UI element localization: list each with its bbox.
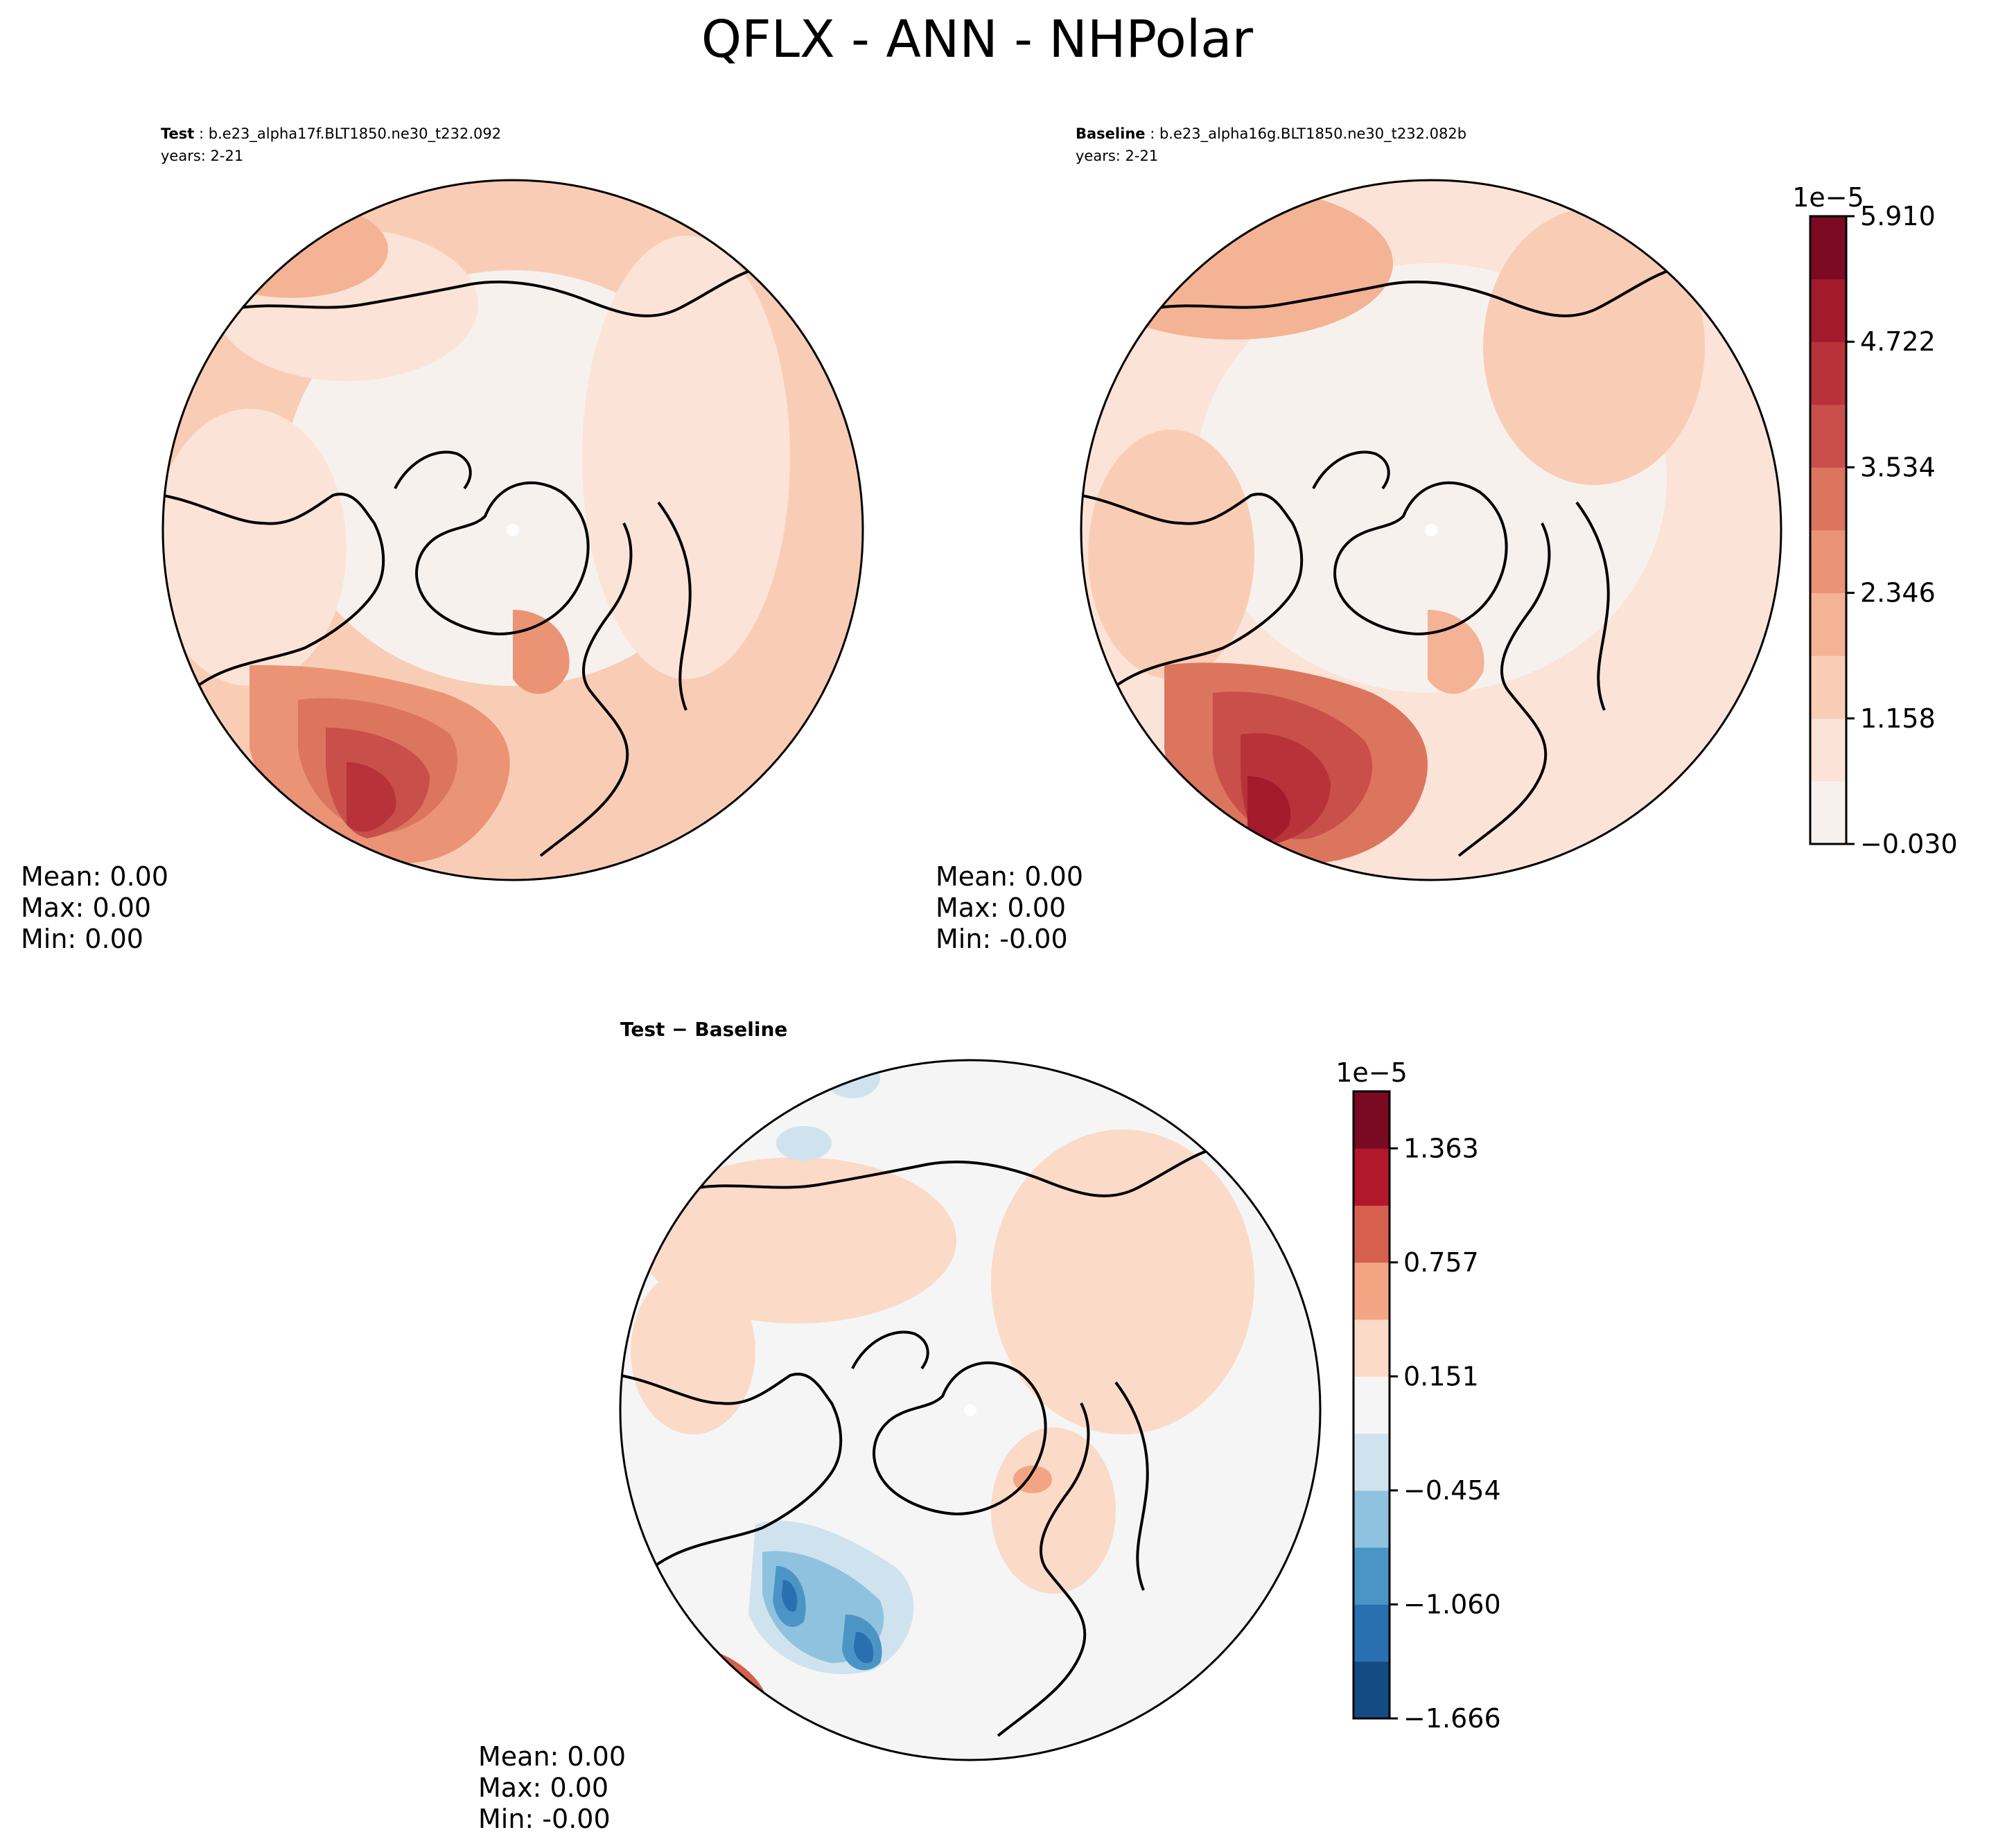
- colorbar-diff-swatch-7: [1353, 1262, 1390, 1320]
- colorbar-diff-swatch-6: [1353, 1319, 1390, 1377]
- colorbar-abs-swatch-7: [1810, 342, 1846, 405]
- panel-diff-min: Min: -0.00: [478, 1804, 611, 1834]
- colorbar-abs-tick-label-2: 2.346: [1860, 578, 1936, 608]
- colorbar-abs-swatch-6: [1810, 404, 1846, 468]
- panel-test-years: years: 2-21: [161, 148, 243, 164]
- map-diff: [620, 1060, 1320, 1760]
- panel-baseline: Baseline : b.e23_alpha16g.BLT1850.ne30_t…: [936, 125, 1782, 954]
- colorbar-diff-tick-label-5: 1.363: [1403, 1133, 1479, 1163]
- panel-diff-mean: Mean: 0.00: [478, 1741, 626, 1772]
- panel-test: Test : b.e23_alpha17f.BLT1850.ne30_t232.…: [21, 125, 864, 954]
- panel-baseline-title: Baseline : b.e23_alpha16g.BLT1850.ne30_t…: [1076, 125, 1466, 143]
- colorbar-diff-swatch-1: [1353, 1604, 1390, 1662]
- panel-test-mean: Mean: 0.00: [21, 861, 168, 892]
- colorbar-diff-swatch-0: [1353, 1661, 1390, 1719]
- map-test-boundary: [161, 179, 864, 881]
- colorbar-diff-swatch-9: [1353, 1148, 1390, 1206]
- colorbar-abs-swatch-0: [1810, 781, 1846, 845]
- colorbar-abs-swatch-4: [1810, 530, 1846, 594]
- map-test: [163, 180, 863, 880]
- panel-baseline-min: Min: -0.00: [936, 924, 1068, 954]
- colorbar-abs-swatch-1: [1810, 718, 1846, 782]
- colorbar-diff-swatch-8: [1353, 1205, 1390, 1263]
- map-diff-boundary: [619, 1059, 1322, 1761]
- colorbar-abs-tick-label-3: 3.534: [1860, 452, 1936, 482]
- panel-diff-title: Test − Baseline: [620, 1018, 787, 1041]
- colorbar-diff-swatch-10: [1353, 1091, 1390, 1149]
- colorbar-diff-exponent: 1e−5: [1335, 1057, 1408, 1088]
- colorbar-diff-tick-label-0: −1.666: [1403, 1703, 1501, 1734]
- panel-baseline-years: years: 2-21: [1076, 148, 1158, 164]
- colorbar-abs-exponent: 1e−5: [1792, 182, 1864, 213]
- colorbar-diff-tick-label-2: −0.454: [1403, 1475, 1501, 1506]
- colorbar-diff-tick-label-4: 0.757: [1403, 1247, 1479, 1278]
- map-baseline: [1081, 180, 1781, 880]
- colorbar-diff: −1.666 −1.060 −0.454 0.151 0.757 1.363 1e−5: [1335, 1057, 1500, 1734]
- colorbar-abs-swatch-3: [1810, 592, 1846, 656]
- colorbar-abs-swatch-2: [1810, 655, 1846, 719]
- colorbar-diff-swatch-5: [1353, 1376, 1390, 1434]
- panel-baseline-max: Max: 0.00: [936, 892, 1066, 923]
- colorbar-abs-tick-label-4: 4.722: [1860, 326, 1936, 357]
- colorbar-abs-tick-label-1: 1.158: [1860, 703, 1936, 734]
- panel-test-min: Min: 0.00: [21, 924, 143, 954]
- colorbar-diff-tick-label-1: −1.060: [1403, 1589, 1501, 1619]
- panel-baseline-mean: Mean: 0.00: [936, 861, 1083, 892]
- colorbar-diff-swatch-4: [1353, 1433, 1390, 1491]
- colorbar-abs-swatch-8: [1810, 279, 1846, 342]
- colorbar-abs-swatch-5: [1810, 467, 1846, 531]
- colorbar-diff-frame: [1352, 1090, 1391, 1720]
- panel-test-max: Max: 0.00: [21, 892, 151, 923]
- panel-test-title: Test : b.e23_alpha17f.BLT1850.ne30_t232.…: [161, 125, 501, 143]
- colorbar-abs-swatch-9: [1810, 216, 1846, 280]
- map-baseline-boundary: [1080, 179, 1782, 881]
- colorbar-abs-tick-label-0: −0.030: [1860, 829, 1958, 859]
- panel-diff-max: Max: 0.00: [478, 1772, 608, 1803]
- colorbar-diff-swatch-3: [1353, 1490, 1390, 1548]
- colorbar-diff-tick-label-3: 0.151: [1403, 1361, 1479, 1391]
- colorbar-abs-tick-label-5: 5.910: [1860, 201, 1936, 231]
- figure-title: QFLX - ANN - NHPolar: [701, 10, 1254, 69]
- colorbar-diff-swatch-2: [1353, 1547, 1390, 1605]
- panel-diff: Test − Baseline Mean: 0.00 Max: 0.00 Min…: [478, 1018, 1322, 1834]
- colorbar-abs-frame: [1809, 215, 1848, 845]
